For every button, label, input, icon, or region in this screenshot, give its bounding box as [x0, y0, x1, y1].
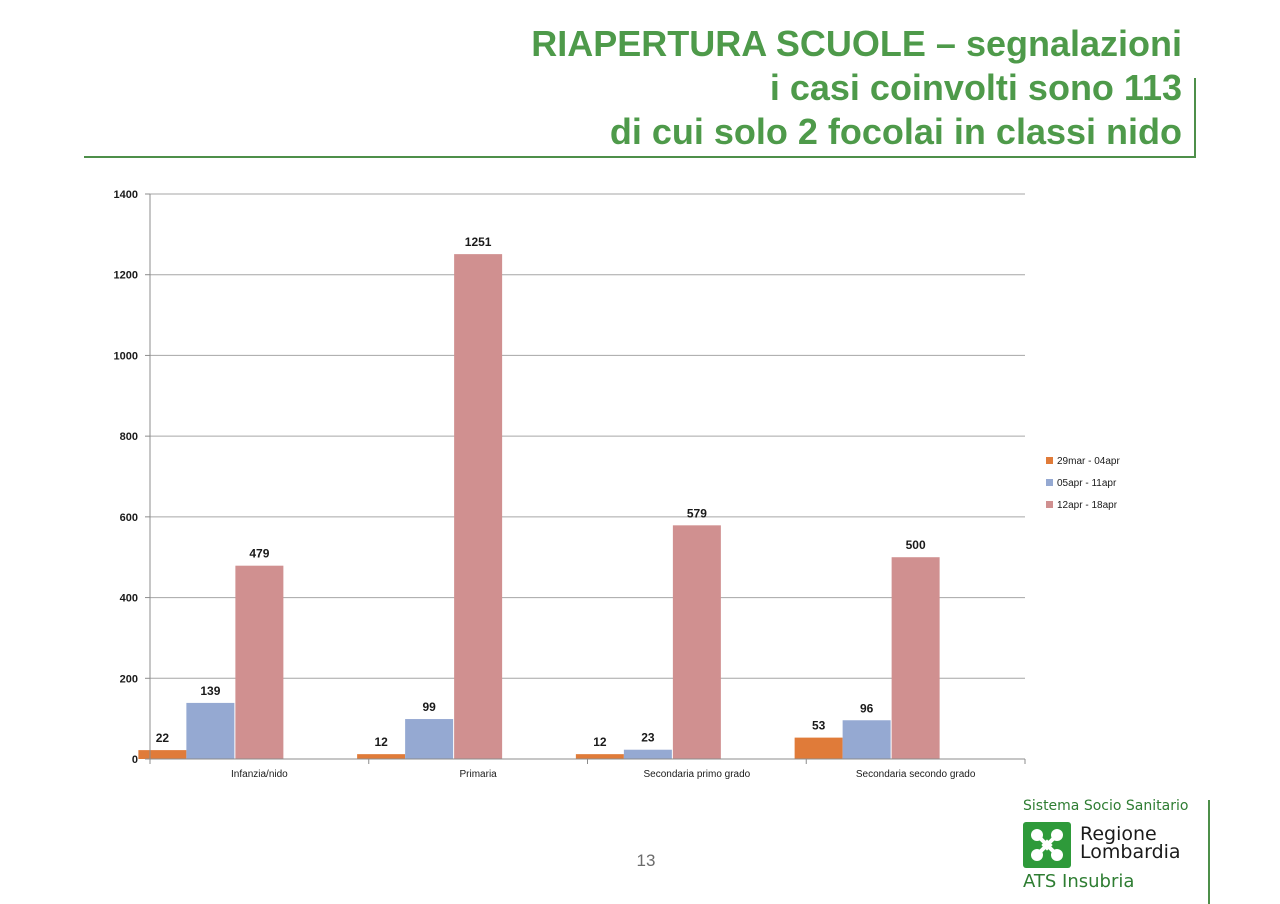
bar — [405, 719, 454, 759]
bar — [186, 702, 235, 759]
data-label: 96 — [860, 701, 874, 715]
grid-lines — [150, 193, 1025, 679]
logo-region-line-2: Lombardia — [1080, 841, 1181, 863]
logo-region-name: Regione Lombardia — [1080, 823, 1181, 863]
bars: 22 139 479 12 99 1251 12 23 579 53 96 500 — [138, 235, 940, 759]
logo-region-line-1: Regione — [1080, 823, 1157, 845]
bar — [842, 720, 891, 759]
x-tick-label: Secondaria primo grado — [644, 769, 751, 780]
logo-ats-name: ATS Insubria — [1023, 871, 1135, 892]
title-line-3: di cui solo 2 focolai in classi nido — [609, 111, 1182, 152]
y-tick-label: 0 — [132, 754, 138, 766]
data-label: 12 — [374, 735, 388, 749]
title-underline — [84, 156, 1196, 158]
legend-label: 05apr - 11apr — [1057, 478, 1117, 489]
axes: 0 200 400 600 800 1000 1200 1400 Infanzia/nido Pr… — [114, 189, 1026, 780]
legend: 29mar - 04apr 05apr - 11apr 12apr - 18apr — [1046, 456, 1120, 511]
legend-swatch — [1046, 501, 1053, 508]
bar — [794, 737, 843, 759]
data-label: 99 — [422, 700, 436, 714]
y-tick-label: 200 — [120, 673, 138, 685]
bar — [138, 750, 187, 759]
bar — [891, 557, 940, 759]
bar — [357, 754, 406, 759]
bar — [623, 749, 672, 759]
x-tick-label: Primaria — [460, 769, 498, 780]
x-tick-label: Secondaria secondo grado — [856, 769, 976, 780]
bar — [454, 254, 503, 759]
y-tick-label: 400 — [120, 593, 138, 605]
title-line-1: RIAPERTURA SCUOLE – segnalazioni — [531, 23, 1182, 64]
bar — [672, 525, 721, 759]
data-label: 12 — [593, 735, 607, 749]
page-number: 13 — [636, 851, 656, 870]
data-label: 479 — [249, 547, 269, 561]
title-line-2: i casi coinvolti sono 113 — [769, 67, 1182, 108]
data-label: 23 — [641, 731, 655, 745]
y-tick-label: 800 — [120, 431, 138, 443]
x-tick-label: Infanzia/nido — [231, 769, 288, 780]
legend-swatch — [1046, 457, 1053, 464]
y-tick-label: 600 — [120, 512, 138, 524]
data-label: 500 — [906, 538, 926, 552]
y-tick-label: 1400 — [114, 189, 138, 201]
title-side-rule — [1194, 78, 1196, 158]
y-tick-label: 1200 — [114, 270, 138, 282]
data-label: 579 — [687, 506, 707, 520]
data-label: 139 — [200, 684, 220, 698]
bar — [235, 565, 284, 759]
logo-divider — [1208, 800, 1210, 904]
data-label: 22 — [156, 731, 170, 745]
legend-swatch — [1046, 479, 1053, 486]
logo-system-name: Sistema Socio Sanitario — [1023, 798, 1189, 814]
legend-label: 29mar - 04apr — [1057, 456, 1120, 467]
data-label: 1251 — [465, 235, 492, 249]
legend-label: 12apr - 18apr — [1057, 500, 1118, 511]
y-tick-label: 1000 — [114, 350, 138, 362]
slide-title: RIAPERTURA SCUOLE – segnalazioni i casi … — [531, 22, 1182, 154]
regione-lombardia-logo-icon — [1023, 822, 1071, 868]
bar — [575, 754, 624, 759]
bar-chart: 22 139 479 12 99 1251 12 23 579 53 96 500 0 200 400 60… — [114, 189, 1121, 780]
data-label: 53 — [812, 719, 826, 733]
